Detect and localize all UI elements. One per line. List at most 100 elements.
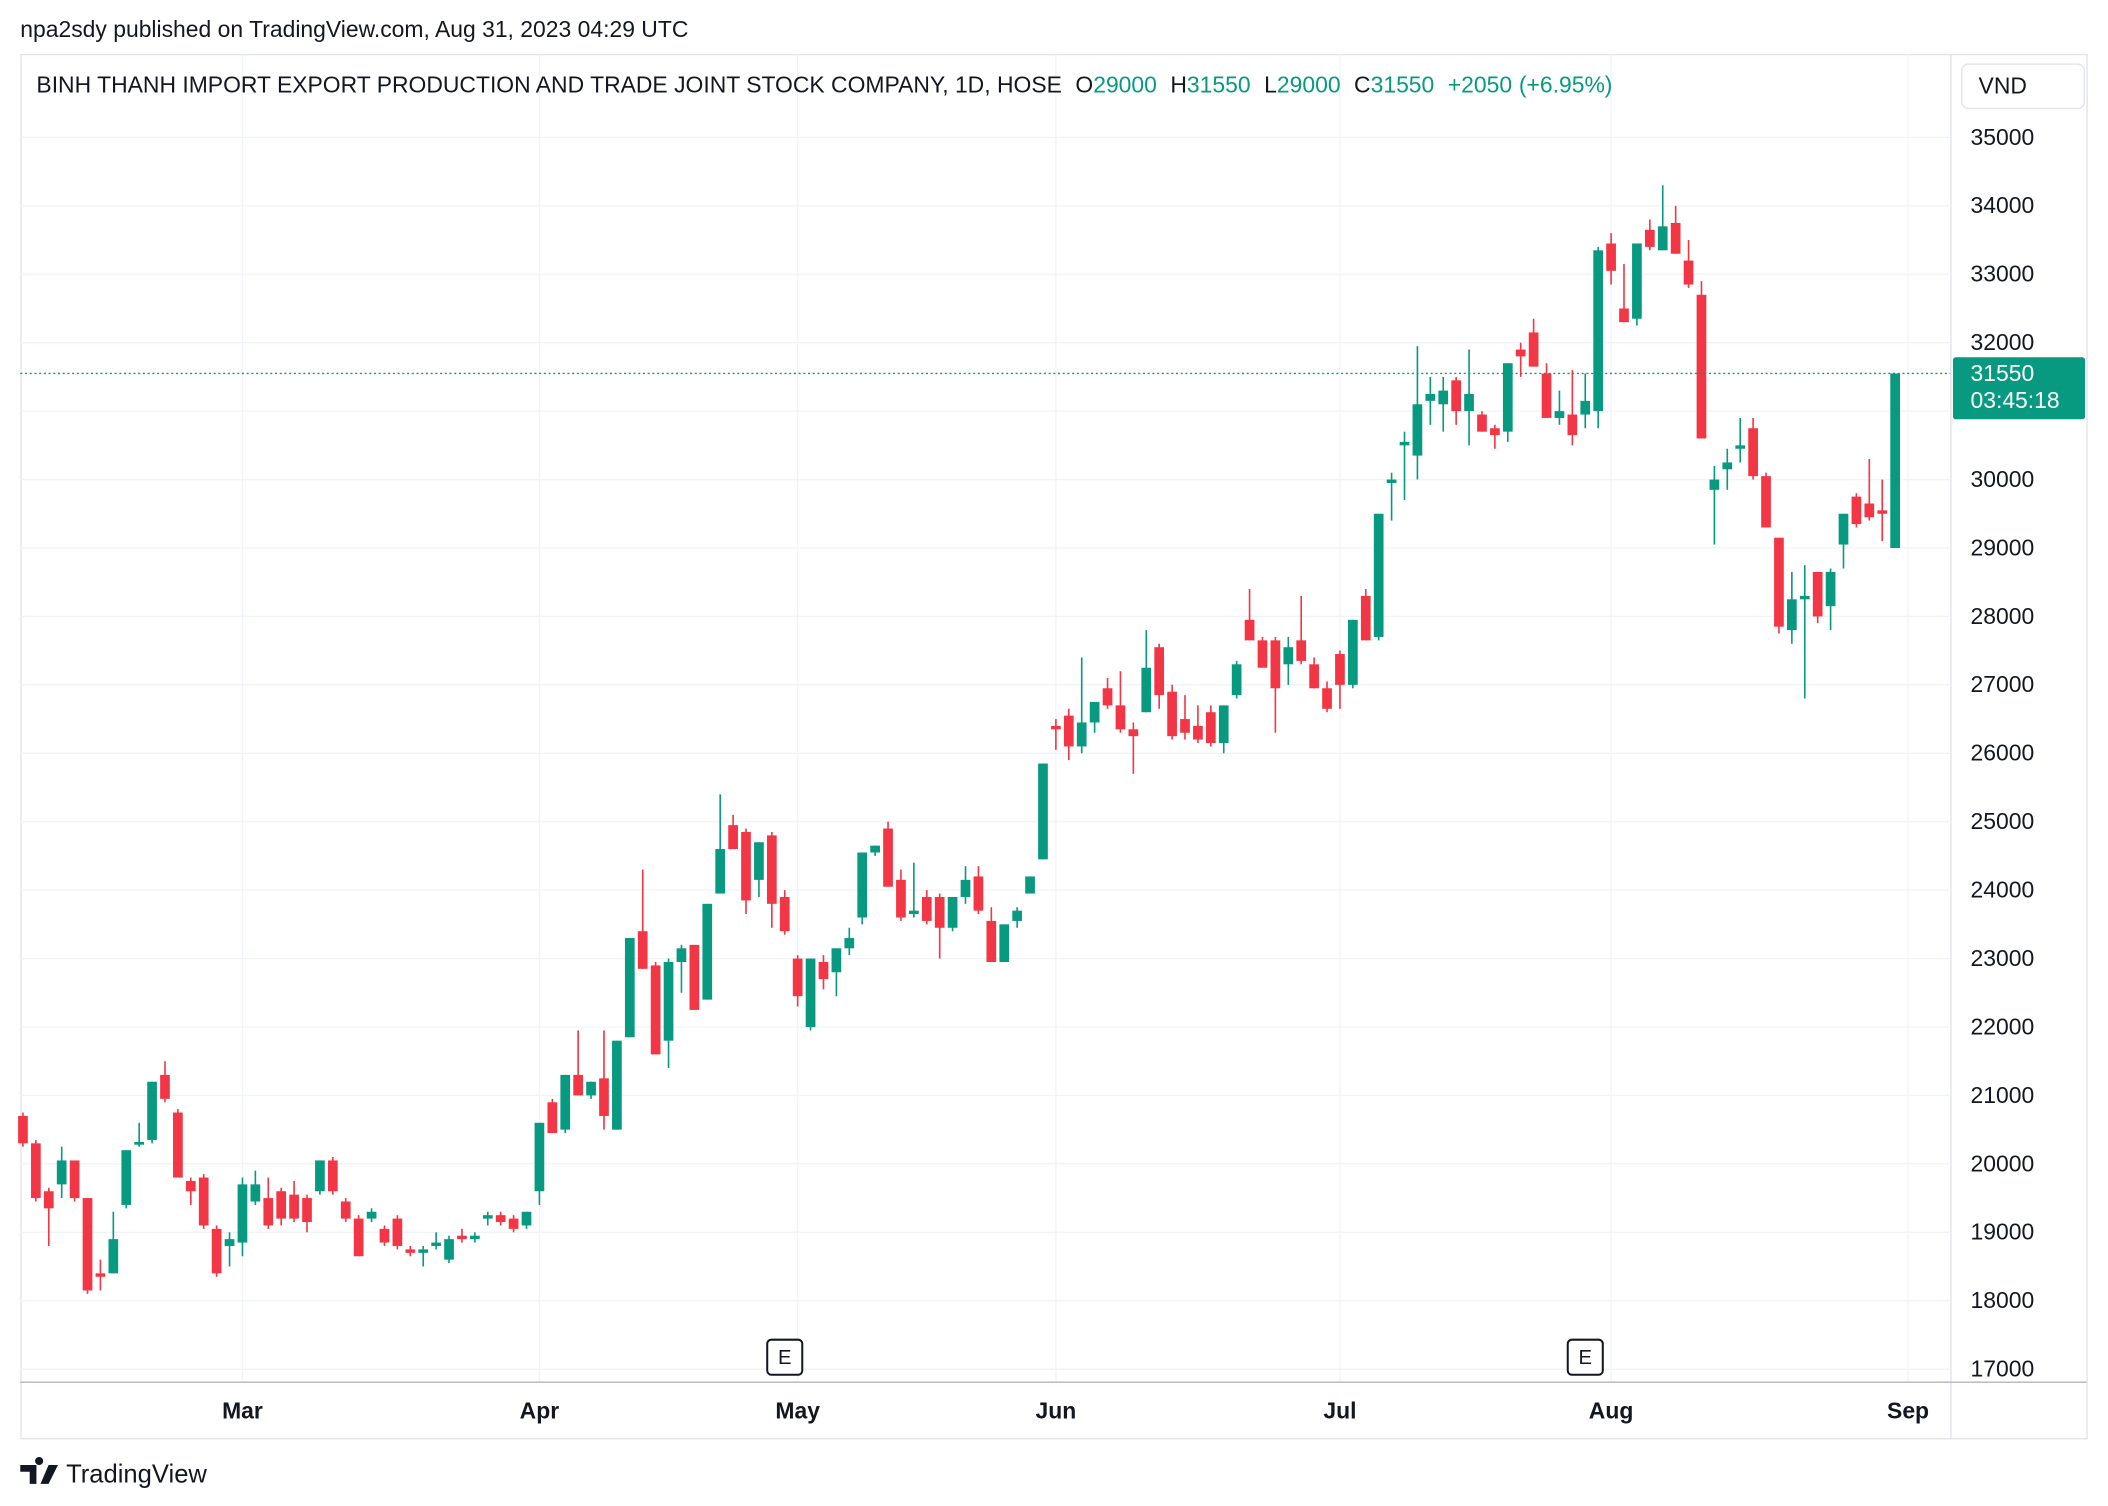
x-tick-label: Mar [222, 1398, 263, 1424]
candle-body [1438, 390, 1449, 405]
candle-body [224, 1239, 235, 1246]
candle-body [1386, 479, 1397, 483]
candle-body [1115, 705, 1126, 730]
candle-body [392, 1218, 403, 1246]
candle-body [1205, 712, 1216, 744]
candle-body [986, 920, 997, 962]
candle-body [147, 1081, 157, 1140]
candle-body [457, 1235, 467, 1240]
candle-body [1322, 688, 1332, 709]
candle-body [18, 1115, 28, 1144]
y-tick-label: 24000 [1970, 877, 2034, 903]
open-value: 29000 [1093, 71, 1157, 97]
candle-body [366, 1211, 377, 1219]
candle-body [792, 958, 803, 997]
candle-body [676, 948, 687, 962]
candle-body [211, 1228, 222, 1274]
x-tick-label: Apr [520, 1398, 560, 1424]
low-label: L [1264, 71, 1277, 97]
candle-body [728, 825, 738, 850]
price-tag [1952, 357, 2086, 420]
logo-icon [20, 1456, 58, 1484]
candle-body [185, 1180, 196, 1192]
candle-body [534, 1122, 545, 1192]
candle-body [624, 938, 635, 1038]
brand: TradingView [66, 1461, 207, 1489]
candle-body [1012, 910, 1023, 921]
y-tick-label: 34000 [1970, 192, 2034, 218]
candle-body [1296, 640, 1307, 661]
candle-body [766, 835, 777, 904]
candle-body [702, 903, 713, 1000]
y-tick-label: 33000 [1970, 261, 2034, 287]
candle-body [289, 1194, 299, 1219]
candle-body [1218, 705, 1229, 744]
candle-body [1193, 725, 1203, 740]
candle-body [1076, 722, 1087, 747]
currency-button[interactable] [1961, 63, 2086, 110]
candle-body [960, 879, 971, 897]
candle-body [82, 1198, 93, 1291]
candle-body [1735, 445, 1746, 449]
candle-body [263, 1198, 274, 1226]
low-value: 29000 [1277, 71, 1341, 97]
candle-body [857, 852, 868, 918]
close-value: 31550 [1371, 71, 1435, 97]
earnings-marker [766, 1338, 804, 1376]
candle-body [340, 1201, 351, 1219]
candle-body [1593, 250, 1604, 412]
currency[interactable]: VND [1979, 73, 2027, 99]
candle-body [1451, 380, 1461, 412]
candle-body [947, 896, 958, 928]
y-tick-label: 19000 [1970, 1219, 2034, 1245]
candle-body [1025, 876, 1035, 894]
change-percent: (+6.95%) [1519, 71, 1613, 97]
candle-body [883, 828, 893, 887]
candle-body [1644, 229, 1655, 247]
close-label: C [1354, 71, 1371, 97]
candle-body [973, 876, 984, 911]
candle-body [741, 831, 751, 901]
candle-body [69, 1160, 80, 1199]
candle-body [831, 948, 842, 973]
candle-body [56, 1160, 67, 1185]
candle-body [1335, 654, 1345, 685]
candle-body [1373, 513, 1384, 637]
candle-body [444, 1239, 454, 1260]
y-tick-label: 25000 [1970, 808, 2034, 834]
candle-body [870, 845, 880, 853]
candle-body [1154, 647, 1165, 696]
candle-body [1425, 394, 1436, 401]
candle-body [495, 1215, 506, 1223]
candle-body [1761, 476, 1771, 528]
candle-body [1799, 595, 1810, 600]
candle-body [1748, 428, 1758, 477]
y-tick-label: 28000 [1970, 603, 2034, 629]
candle-body [1786, 599, 1797, 631]
candle-body [405, 1249, 416, 1253]
x-tick-label: Aug [1589, 1398, 1634, 1424]
chart-frame [20, 53, 2088, 1440]
candle-body [1541, 373, 1552, 418]
candle-body [1528, 332, 1539, 367]
candle-body [689, 944, 700, 1010]
x-tick-label: May [775, 1398, 820, 1424]
candle-body [1812, 571, 1823, 617]
y-tick-label: 20000 [1970, 1150, 2034, 1176]
high-value: 31550 [1187, 71, 1251, 97]
candle-body [1231, 664, 1242, 696]
candle-body [302, 1198, 312, 1223]
candle-body [1270, 640, 1281, 689]
candle-body [1722, 462, 1733, 470]
candle-body [1567, 414, 1578, 436]
candle-body [418, 1249, 429, 1253]
candle-body [237, 1184, 248, 1243]
footer-logo: TradingView [20, 1456, 207, 1489]
candle-body [1580, 400, 1591, 415]
candle-body [1709, 479, 1720, 490]
candle-body [482, 1215, 493, 1219]
x-tick-label: Jun [1036, 1398, 1077, 1424]
candle-body [173, 1112, 183, 1178]
candle-body [547, 1102, 558, 1134]
